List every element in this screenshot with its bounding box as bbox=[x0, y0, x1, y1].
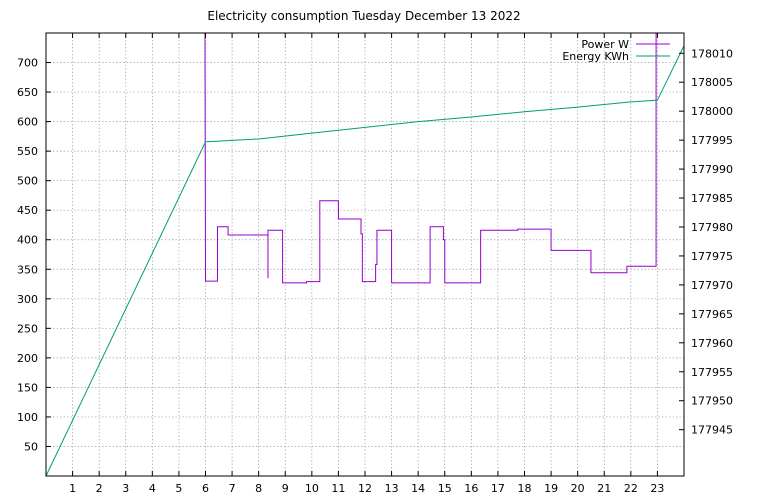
x-tick-label: 6 bbox=[202, 482, 209, 495]
y-right-tick-label: 178005 bbox=[691, 76, 733, 89]
x-tick-label: 22 bbox=[624, 482, 638, 495]
y-left-tick-label: 200 bbox=[17, 352, 38, 365]
y-axis-left: 50 100 150 200 250 300 350 400 450 500 550 600 650 70… bbox=[17, 57, 51, 453]
y-right-tick-label: 177995 bbox=[691, 134, 733, 147]
y-right-tick-label: 177985 bbox=[691, 192, 733, 205]
y-right-tick-label: 177975 bbox=[691, 250, 733, 263]
legend-label-power-w: Power W bbox=[581, 38, 629, 51]
y-right-tick-label: 177970 bbox=[691, 279, 733, 292]
y-left-tick-label: 600 bbox=[17, 116, 38, 129]
series-layer bbox=[45, 32, 685, 477]
y-right-tick-label: 178000 bbox=[691, 105, 733, 118]
y-left-tick-label: 500 bbox=[17, 175, 38, 188]
y-right-tick-label: 178010 bbox=[691, 47, 733, 60]
x-tick-label: 23 bbox=[650, 482, 664, 495]
x-tick-label: 12 bbox=[358, 482, 372, 495]
y-right-tick-label: 177965 bbox=[691, 308, 733, 321]
y-left-tick-label: 150 bbox=[17, 381, 38, 394]
y-left-tick-label: 300 bbox=[17, 293, 38, 306]
x-tick-label: 17 bbox=[491, 482, 505, 495]
x-tick-label: 10 bbox=[305, 482, 319, 495]
x-tick-label: 9 bbox=[282, 482, 289, 495]
y-left-tick-label: 700 bbox=[17, 57, 38, 70]
x-tick-label: 8 bbox=[255, 482, 262, 495]
y-right-tick-label: 177990 bbox=[691, 163, 733, 176]
x-tick-label: 19 bbox=[544, 482, 558, 495]
y-axis-right: 177945 177950 177955 177960 177965 177970 1779… bbox=[679, 47, 733, 437]
y-right-tick-label: 177950 bbox=[691, 395, 733, 408]
y-left-tick-label: 650 bbox=[17, 86, 38, 99]
x-tick-label: 4 bbox=[149, 482, 156, 495]
x-axis: 1 2 3 4 5 6 7 8 9 10 11 12 13 14 15 16 17 18 19 20 21 22 23 bbox=[69, 33, 664, 495]
x-tick-label: 7 bbox=[229, 482, 236, 495]
x-tick-label: 13 bbox=[385, 482, 399, 495]
y-left-tick-label: 450 bbox=[17, 204, 38, 217]
x-tick-label: 11 bbox=[331, 482, 345, 495]
y-left-tick-label: 250 bbox=[17, 322, 38, 335]
y-left-tick-label: 100 bbox=[17, 411, 38, 424]
y-right-tick-label: 177980 bbox=[691, 221, 733, 234]
chart-title: Electricity consumption Tuesday December… bbox=[207, 9, 520, 23]
x-tick-label: 1 bbox=[69, 482, 76, 495]
x-tick-label: 21 bbox=[597, 482, 611, 495]
y-left-tick-label: 350 bbox=[17, 263, 38, 276]
x-tick-label: 20 bbox=[571, 482, 585, 495]
y-left-tick-label: 50 bbox=[24, 440, 38, 453]
x-tick-label: 16 bbox=[464, 482, 478, 495]
x-tick-label: 18 bbox=[518, 482, 532, 495]
y-right-tick-label: 177945 bbox=[691, 424, 733, 437]
legend-label-energy-kwh: Energy KWh bbox=[562, 50, 629, 63]
x-tick-label: 14 bbox=[411, 482, 425, 495]
y-left-tick-label: 550 bbox=[17, 145, 38, 158]
x-tick-label: 5 bbox=[175, 482, 182, 495]
y-right-tick-label: 177955 bbox=[691, 366, 733, 379]
y-left-tick-label: 400 bbox=[17, 234, 38, 247]
series-line-power-w bbox=[204, 32, 657, 284]
grid bbox=[46, 33, 684, 476]
x-tick-label: 2 bbox=[96, 482, 103, 495]
series-line-energy-kwh bbox=[45, 45, 685, 477]
y-right-tick-label: 177960 bbox=[691, 337, 733, 350]
x-tick-label: 3 bbox=[122, 482, 129, 495]
x-tick-label: 15 bbox=[438, 482, 452, 495]
